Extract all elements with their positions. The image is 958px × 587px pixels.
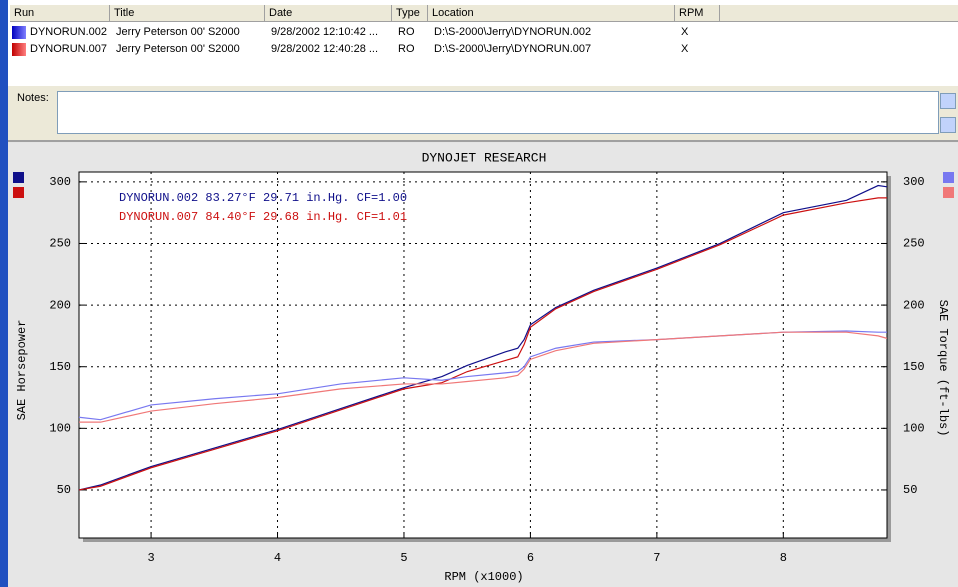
column-header: Date [265, 5, 392, 21]
y2-tick-label: 250 [903, 237, 925, 251]
series-key [13, 187, 24, 198]
y-tick-label: 50 [57, 483, 71, 497]
table-cell: D:\S-2000\Jerry\DYNORUN.002 [434, 26, 592, 38]
x-tick-label: 6 [527, 551, 534, 565]
y-tick-label: 150 [49, 360, 71, 374]
y-tick-label: 200 [49, 298, 71, 312]
y-tick-label: 300 [49, 175, 71, 189]
x-tick-label: 7 [653, 551, 660, 565]
plot-area [78, 171, 888, 539]
series-key [943, 187, 954, 198]
y2-axis-label: SAE Torque (ft-lbs) [936, 300, 950, 437]
table-cell: 9/28/2002 12:40:28 ... [271, 43, 379, 55]
scroll-down[interactable] [940, 117, 956, 133]
table-cell: DYNORUN.002 [30, 26, 108, 38]
chart-title: DYNOJET RESEARCH [422, 150, 547, 165]
series-key [13, 172, 24, 183]
run-color [12, 26, 26, 39]
legend-entry: DYNORUN.007 84.40°F 29.68 in.Hg. CF=1.01 [119, 210, 407, 224]
column-header: Location [428, 5, 675, 21]
x-axis-label: RPM (x1000) [444, 570, 523, 584]
table-cell: D:\S-2000\Jerry\DYNORUN.007 [434, 43, 592, 55]
x-tick-label: 5 [400, 551, 407, 565]
column-header: Run [10, 5, 110, 21]
notes-label: Notes: [17, 92, 49, 104]
table-cell: 9/28/2002 12:10:42 ... [271, 26, 379, 38]
y-axis-label: SAE Horsepower [15, 320, 29, 421]
y-tick-label: 250 [49, 237, 71, 251]
window-edge [0, 0, 8, 587]
run-color [12, 43, 26, 56]
table-cell: RO [398, 26, 415, 38]
line [78, 197, 887, 491]
x-tick-label: 4 [274, 551, 281, 565]
y-tick-label: 100 [49, 421, 71, 435]
table-cell: X [681, 43, 689, 55]
table-cell: Jerry Peterson 00' S2000 [116, 43, 240, 55]
y2-tick-label: 150 [903, 360, 925, 374]
scroll-up[interactable] [940, 93, 956, 109]
x-tick-label: 8 [780, 551, 787, 565]
y2-tick-label: 100 [903, 421, 925, 435]
column-header: RPM [675, 5, 720, 21]
line [78, 184, 888, 491]
table-cell: RO [398, 43, 415, 55]
notes-box[interactable] [57, 91, 939, 134]
legend-entry: DYNORUN.002 83.27°F 29.71 in.Hg. CF=1.00 [119, 191, 407, 205]
line [79, 331, 888, 423]
table-cell: DYNORUN.007 [30, 43, 108, 55]
column-header: Type [392, 5, 428, 21]
x-tick-label: 3 [147, 551, 154, 565]
y2-tick-label: 300 [903, 175, 925, 189]
column-header: Title [110, 5, 265, 21]
table-cell: X [681, 26, 689, 38]
table-cell: Jerry Peterson 00' S2000 [116, 26, 240, 38]
series-key [943, 172, 954, 183]
y2-tick-label: 200 [903, 298, 925, 312]
y2-tick-label: 50 [903, 483, 917, 497]
